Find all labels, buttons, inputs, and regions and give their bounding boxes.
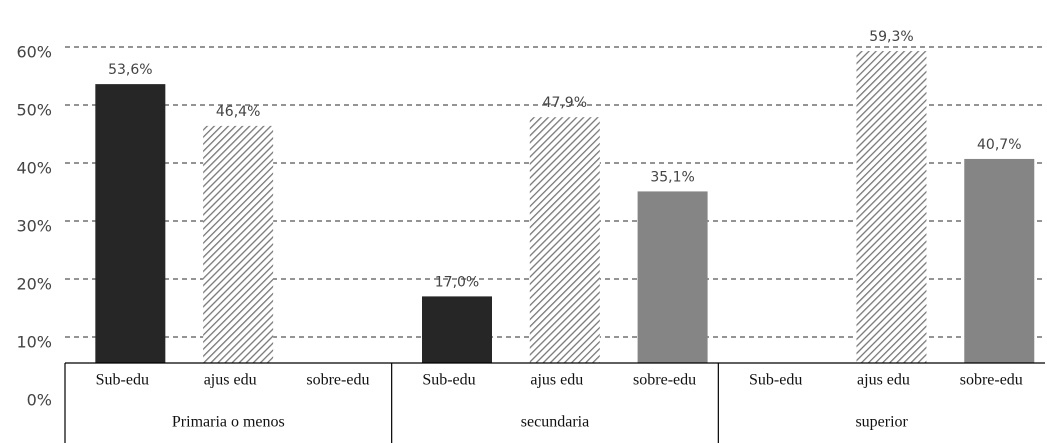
x-tick-label: sobre-edu (633, 372, 696, 389)
value-label: 59,3% (869, 29, 913, 45)
value-label: 53,6% (108, 62, 152, 78)
value-label: 47,9% (543, 95, 587, 111)
category-table (65, 363, 1045, 443)
x-tick-label: Sub-edu (749, 372, 802, 389)
x-tick-label: sobre-edu (960, 372, 1023, 389)
group-label: Primaria o menos (172, 414, 285, 431)
x-tick-label: ajus edu (204, 372, 257, 389)
y-tick-label: 10% (16, 333, 52, 352)
bar (95, 84, 166, 396)
x-tick-label: ajus edu (857, 372, 910, 389)
bar (637, 191, 708, 395)
bar (203, 125, 274, 395)
bar (529, 117, 600, 396)
value-label: 46,4% (216, 104, 260, 120)
bar (964, 158, 1035, 395)
y-tick-label: 30% (16, 217, 52, 236)
value-label: 35,1% (650, 169, 694, 185)
y-tick-label: 60% (16, 43, 52, 62)
bar (856, 51, 927, 396)
group-label: superior (855, 414, 908, 431)
y-tick-label: 20% (16, 275, 52, 294)
value-label: 17,0% (435, 274, 479, 290)
y-tick-label: 50% (16, 101, 52, 120)
value-label: 40,7% (977, 137, 1021, 153)
y-tick-label: 0% (27, 391, 52, 410)
x-tick-label: ajus edu (530, 372, 583, 389)
y-tick-label: 40% (16, 159, 52, 178)
x-tick-label: Sub-edu (96, 372, 149, 389)
x-tick-label: Sub-edu (422, 372, 475, 389)
x-tick-label: sobre-edu (306, 372, 369, 389)
group-label: secundaria (521, 414, 589, 431)
